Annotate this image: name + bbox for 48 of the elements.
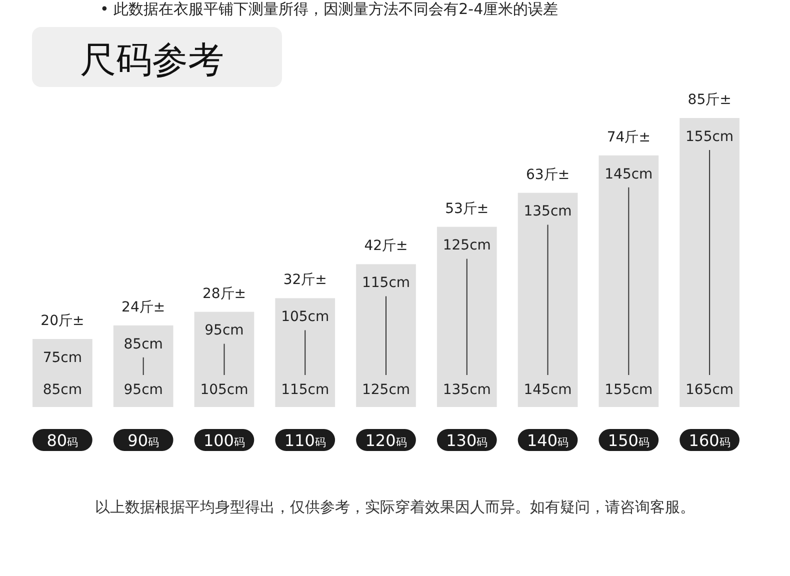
text: • 此数据在衣服平铺下测量所得，因测量方法不同会有2-4厘米的误差	[100, 0, 558, 18]
x-tick-label: 80码	[46, 431, 78, 450]
bar	[194, 312, 254, 407]
bar	[680, 118, 740, 407]
bar	[113, 325, 174, 407]
x-tick-label: 110码	[284, 431, 326, 450]
data-label: 20斤±	[40, 313, 84, 329]
annotation: 145cm	[604, 166, 653, 182]
bar	[518, 192, 578, 407]
data-label: 24斤±	[122, 299, 166, 316]
annotation: 95cm	[124, 382, 163, 398]
data-label: 28斤±	[202, 286, 246, 302]
annotation: 165cm	[686, 382, 734, 398]
text: 以上数据根据平均身型得出，仅供参考，实际穿着效果因人而异。如有疑问，请咨询客服。	[95, 498, 695, 516]
chart-title: 尺码参考	[80, 40, 224, 81]
annotation: 105cm	[281, 309, 330, 326]
annotation: 155cm	[604, 382, 653, 398]
annotation: 135cm	[524, 204, 572, 220]
data-label: 32斤±	[283, 272, 327, 288]
data-label: 42斤±	[364, 238, 408, 254]
data-label: 63斤±	[526, 166, 570, 183]
annotation: 85cm	[42, 382, 82, 398]
annotation: 85cm	[124, 336, 163, 352]
bar	[436, 226, 497, 407]
x-tick-label: 150码	[608, 431, 650, 450]
annotation: 135cm	[442, 382, 491, 398]
x-tick-label: 160码	[688, 431, 730, 450]
annotation: 75cm	[42, 350, 82, 366]
annotation: 115cm	[362, 275, 410, 292]
data-label: 74斤±	[606, 129, 650, 146]
bar	[598, 155, 659, 407]
bar	[275, 298, 336, 407]
annotation: 115cm	[281, 382, 330, 398]
annotation: 145cm	[524, 382, 572, 398]
x-tick-label: 120码	[365, 431, 407, 450]
annotation: 155cm	[686, 128, 734, 145]
x-tick-label: 130码	[446, 431, 488, 450]
annotation: 125cm	[442, 238, 491, 254]
annotation: 105cm	[200, 382, 248, 398]
data-label: 85斤±	[688, 92, 732, 108]
x-tick-label: 100码	[203, 431, 245, 450]
x-tick-label: 140码	[527, 431, 569, 450]
annotation: 125cm	[362, 382, 410, 398]
annotation: 95cm	[204, 322, 244, 339]
bar	[32, 339, 92, 407]
bar	[356, 264, 416, 407]
x-tick-label: 90码	[128, 431, 160, 450]
data-label: 53斤±	[445, 200, 489, 217]
